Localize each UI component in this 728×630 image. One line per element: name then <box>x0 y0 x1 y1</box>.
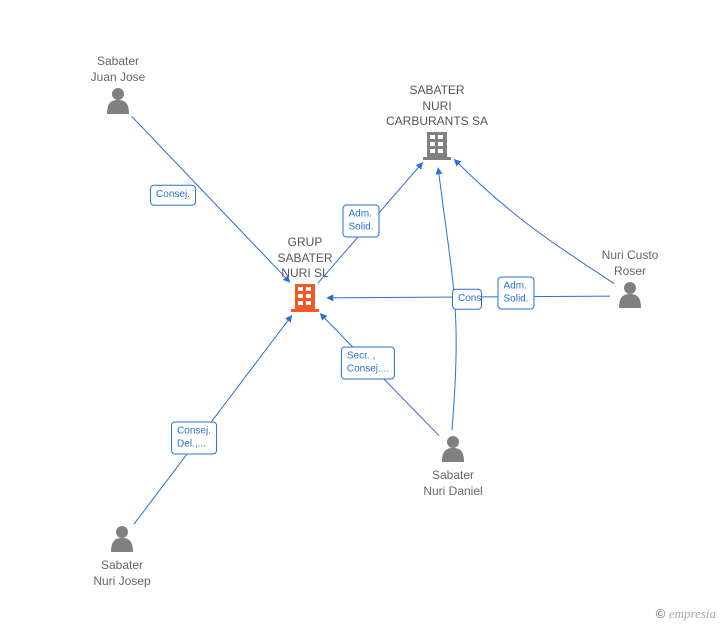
person-icon <box>619 282 641 308</box>
person-icon <box>442 436 464 462</box>
edge <box>454 160 614 284</box>
edge-label: Consej. Del.,... <box>171 422 217 455</box>
diagram-canvas: GRUP SABATER NURI SL SABATER NURI CARBURA… <box>0 0 728 630</box>
person-label: Sabater Nuri Daniel <box>423 468 482 499</box>
network-svg <box>0 0 728 630</box>
company-label: GRUP SABATER NURI SL <box>277 235 332 282</box>
edge-label: Adm. Solid. <box>342 205 379 238</box>
person-label: Nuri Custo Roser <box>602 248 659 279</box>
watermark: © empresia <box>656 606 716 622</box>
person-icon <box>111 526 133 552</box>
edge-label: Consej. <box>452 289 482 310</box>
edge <box>134 316 292 524</box>
edge-label: Consej. <box>150 185 196 206</box>
edge-label: Secr. , Consej.... <box>341 347 395 380</box>
person-label: Sabater Nuri Josep <box>93 558 150 589</box>
brand-name: empresia <box>669 606 716 621</box>
building-icon <box>291 284 319 312</box>
edge-label: Adm. Solid. <box>497 277 534 310</box>
person-icon <box>107 88 129 114</box>
person-label: Sabater Juan Jose <box>91 54 146 85</box>
building-icon <box>423 132 451 160</box>
company-label: SABATER NURI CARBURANTS SA <box>386 83 488 130</box>
copyright-symbol: © <box>656 606 666 621</box>
